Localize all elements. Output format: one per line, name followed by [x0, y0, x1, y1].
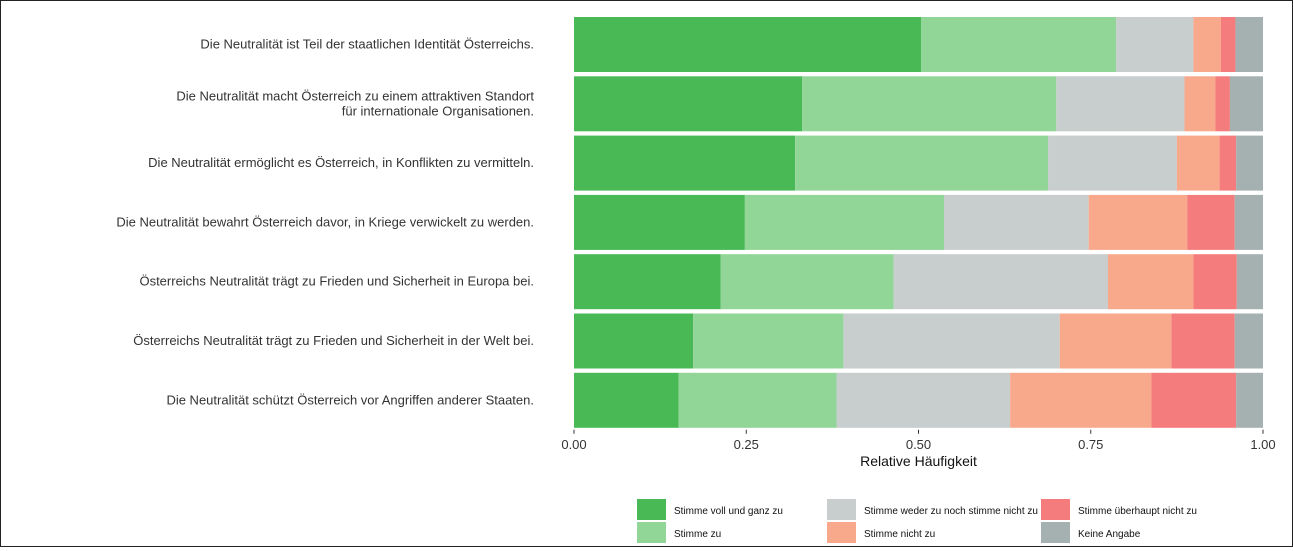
bar-segment-4-6 — [1234, 194, 1263, 250]
legend-label-4: Stimme nicht zu — [864, 529, 935, 540]
bar-segment-2-1 — [574, 76, 803, 132]
bar-segment-6-1 — [574, 313, 694, 369]
legend-swatch-6 — [1041, 522, 1070, 543]
bar-segment-2-2 — [802, 76, 1057, 132]
bar-segment-7-6 — [1236, 372, 1263, 428]
bar-segment-1-4 — [1193, 17, 1221, 72]
x-tick-label-5: 1.00 — [1250, 437, 1275, 452]
bar-segment-3-3 — [1048, 135, 1177, 191]
legend: Stimme voll und ganz zu Stimme zu Stimme w… — [637, 499, 1197, 543]
bar-segment-3-6 — [1236, 135, 1263, 191]
category-label-5: Österreichs Neutralität trägt zu Frieden… — [139, 274, 534, 289]
bar-segment-7-2 — [678, 372, 837, 428]
category-label-6: Österreichs Neutralität trägt zu Frieden… — [133, 333, 534, 348]
bar-segment-1-1 — [574, 17, 922, 72]
legend-label-3: Stimme weder zu noch stimme nicht zu — [864, 506, 1038, 517]
category-label-7: Die Neutralität schützt Österreich vor A… — [166, 392, 534, 407]
bar-segment-4-2 — [744, 194, 944, 250]
bar-segment-6-5 — [1171, 313, 1235, 369]
category-label-1: Die Neutralität ist Teil der staatlichen… — [200, 37, 534, 52]
legend-swatch-4 — [827, 522, 856, 543]
bar-segment-4-4 — [1088, 194, 1188, 250]
legend-label-6: Keine Angabe — [1078, 529, 1141, 540]
bar-segment-5-3 — [893, 254, 1108, 310]
bar-segment-7-1 — [574, 372, 679, 428]
bar-segment-6-2 — [693, 313, 844, 369]
bar-segment-3-1 — [574, 135, 796, 191]
bar-segment-4-3 — [943, 194, 1089, 250]
legend-swatch-2 — [637, 522, 666, 543]
x-tick-label-1: 0.00 — [561, 437, 586, 452]
bar-segment-1-5 — [1220, 17, 1236, 72]
bar-segment-4-1 — [574, 194, 745, 250]
bar-segment-7-5 — [1151, 372, 1237, 428]
bar-segment-7-4 — [1010, 372, 1152, 428]
bars-group — [574, 17, 1263, 428]
x-tick-label-4: 0.75 — [1078, 437, 1103, 452]
bar-segment-5-4 — [1107, 254, 1194, 310]
legend-swatch-3 — [827, 499, 856, 520]
x-tick-label-3: 0.50 — [906, 437, 931, 452]
bar-segment-2-5 — [1215, 76, 1230, 132]
legend-label-2: Stimme zu — [674, 529, 721, 540]
category-labels: Die Neutralität ist Teil der staatlichen… — [116, 37, 534, 408]
bar-segment-5-2 — [720, 254, 894, 310]
bar-segment-2-3 — [1056, 76, 1185, 132]
bar-segment-5-1 — [574, 254, 721, 310]
bar-segment-3-2 — [795, 135, 1049, 191]
legend-swatch-1 — [637, 499, 666, 520]
category-label-3: Die Neutralität ermöglicht es Österreich… — [148, 155, 534, 170]
legend-swatch-5 — [1041, 499, 1070, 520]
x-tick-label-2: 0.25 — [734, 437, 759, 452]
legend-label-1: Stimme voll und ganz zu — [674, 506, 783, 517]
bar-segment-4-5 — [1187, 194, 1235, 250]
bar-segment-7-3 — [836, 372, 1011, 428]
bar-segment-6-6 — [1234, 313, 1263, 369]
bar-segment-6-4 — [1059, 313, 1172, 369]
bar-segment-3-5 — [1219, 135, 1237, 191]
category-label-4: Die Neutralität bewahrt Österreich davor… — [116, 214, 534, 229]
legend-label-5: Stimme überhaupt nicht zu — [1078, 506, 1197, 517]
bar-segment-3-4 — [1176, 135, 1220, 191]
bar-segment-1-6 — [1235, 17, 1263, 72]
x-axis-title: Relative Häufigkeit — [860, 453, 977, 469]
bar-segment-1-3 — [1116, 17, 1194, 72]
x-axis: 0.00 0.25 0.50 0.75 1.00 — [561, 429, 1276, 452]
bar-segment-2-4 — [1184, 76, 1216, 132]
bar-segment-1-2 — [921, 17, 1117, 72]
bar-segment-2-6 — [1229, 76, 1263, 132]
bar-segment-6-3 — [843, 313, 1060, 369]
category-label-2: Die Neutralität macht Österreich zu eine… — [176, 88, 534, 118]
bar-segment-5-5 — [1193, 254, 1237, 310]
bar-segment-5-6 — [1236, 254, 1263, 310]
